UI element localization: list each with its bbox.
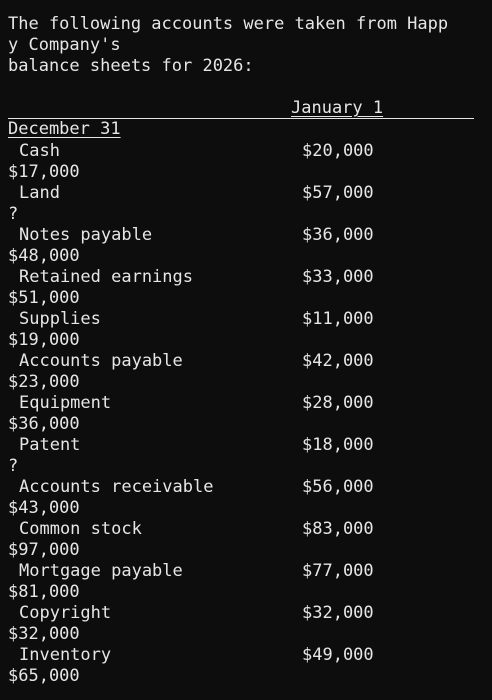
january-amount: $20,000 (302, 141, 374, 161)
account-name: Retained earnings (19, 267, 193, 287)
january-amount: $33,000 (302, 267, 374, 287)
january-amount: $36,000 (302, 225, 374, 245)
account-row: Supplies $11,000 $19,000 (0, 309, 492, 351)
december-amount: $43,000 (8, 498, 80, 518)
account-row: Common stock $83,000 $97,000 (0, 519, 492, 561)
account-row: Inventory $49,000 $65,000 (0, 645, 492, 687)
january-amount: $83,000 (302, 519, 374, 539)
january-amount: $57,000 (302, 183, 374, 203)
january-amount: $32,000 (302, 603, 374, 623)
december-amount: $97,000 (8, 540, 80, 560)
december-amount: ? (8, 204, 19, 224)
intro-text-line-1: The following accounts were taken from H… (8, 14, 449, 34)
account-row: Copyright $32,000 $32,000 (0, 603, 492, 645)
account-name: Accounts payable (19, 351, 183, 371)
account-name: Accounts receivable (19, 477, 214, 497)
january-amount: $42,000 (302, 351, 374, 371)
account-row: Accounts payable $42,000 $23,000 (0, 351, 492, 393)
intro-text-line-2: y Company's (8, 35, 121, 55)
january-amount: $11,000 (302, 309, 374, 329)
account-name: Patent (19, 435, 81, 455)
account-row: Patent $18,000? (0, 435, 492, 477)
january-amount: $56,000 (302, 477, 374, 497)
account-name: Mortgage payable (19, 561, 183, 581)
january-amount: $77,000 (302, 561, 374, 581)
accounts-table: Cash $20,000 $17,000 Land $57,000? Notes paya… (0, 141, 492, 687)
account-name: Equipment (19, 393, 112, 413)
december-amount: ? (8, 456, 19, 476)
january-amount: $49,000 (302, 645, 374, 665)
account-row: Accounts receivable $56,000 $43,000 (0, 477, 492, 519)
january-amount: $28,000 (302, 393, 374, 413)
account-name: Supplies (19, 309, 101, 329)
account-row: Notes payable $36,000 $48,000 (0, 225, 492, 267)
account-name: Inventory (19, 645, 112, 665)
account-row: Mortgage payable $77,000 $81,000 (0, 561, 492, 603)
january-amount: $18,000 (302, 435, 374, 455)
account-row: Cash $20,000 $17,000 (0, 141, 492, 183)
december-amount: $48,000 (8, 246, 80, 266)
account-name: Land (19, 183, 60, 203)
account-row: Land $57,000? (0, 183, 492, 225)
december-amount: $36,000 (8, 414, 80, 434)
account-name: Cash (19, 141, 60, 161)
december-amount: $51,000 (8, 288, 80, 308)
account-name: Common stock (19, 519, 142, 539)
january-column-header: January 1 (291, 98, 384, 118)
december-amount: $19,000 (8, 330, 80, 350)
account-name: Notes payable (19, 225, 153, 245)
december-amount: $81,000 (8, 582, 80, 602)
intro-text-line-3: balance sheets for 2026: (8, 56, 254, 76)
december-amount: $23,000 (8, 372, 80, 392)
december-amount: $32,000 (8, 624, 80, 644)
header-divider (8, 118, 474, 119)
account-row: Equipment $28,000 $36,000 (0, 393, 492, 435)
account-name: Copyright (19, 603, 112, 623)
december-amount: $17,000 (8, 162, 80, 182)
december-column-header: December 31 (8, 119, 121, 139)
december-amount: $65,000 (8, 666, 80, 686)
account-row: Retained earnings $33,000 $51,000 (0, 267, 492, 309)
